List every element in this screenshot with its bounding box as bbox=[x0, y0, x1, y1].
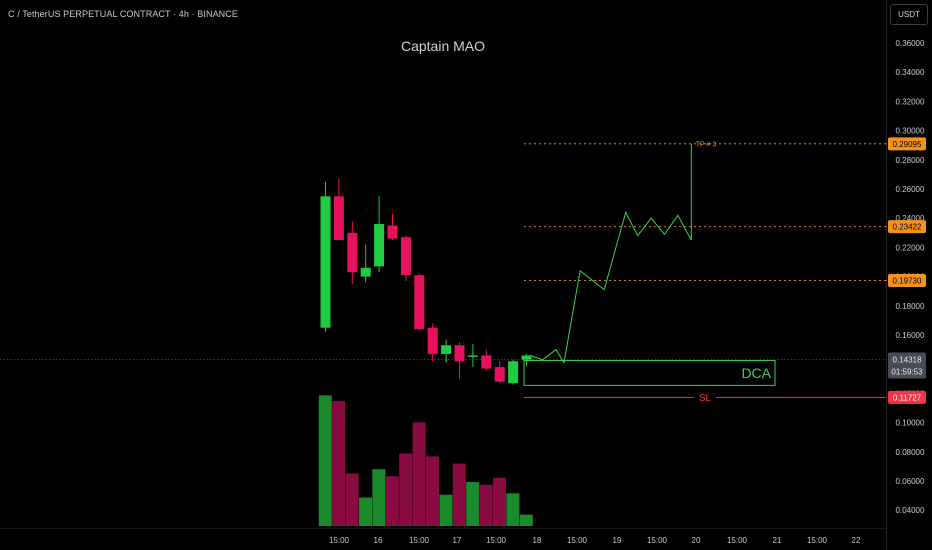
chart-watermark: Captain MAO bbox=[400, 38, 486, 54]
price-tag-value: 0.23422 bbox=[893, 223, 922, 232]
volume-bar bbox=[439, 494, 453, 526]
price-tag bbox=[888, 390, 926, 404]
dca-zone-box bbox=[523, 360, 776, 386]
candle-body bbox=[454, 345, 465, 362]
time-tick-label: 20 bbox=[692, 536, 701, 545]
time-axis-labels: 15:00 16 15:00 17 15:00 18 15:00 19 15:00 20 15:00… bbox=[329, 536, 861, 545]
price-tick-label: 0.36000 bbox=[896, 39, 925, 48]
currency-button[interactable]: USDT bbox=[890, 4, 928, 25]
candle-body bbox=[347, 232, 358, 273]
chart-plot-area[interactable]: TP # 3 SL DCA bbox=[0, 0, 886, 528]
projection-path bbox=[530, 143, 692, 365]
volume-bar bbox=[466, 481, 480, 526]
candle-body bbox=[481, 355, 492, 369]
volume-bar bbox=[506, 493, 520, 526]
price-tag bbox=[888, 274, 926, 288]
price-tick-label: 0.30000 bbox=[896, 127, 925, 136]
price-tick-label: 0.22000 bbox=[896, 243, 925, 252]
price-tag bbox=[888, 220, 926, 234]
dca-zone-label: DCA bbox=[741, 365, 771, 381]
symbol-title: C / TetherUS PERPETUAL CONTRACT · 4h · B… bbox=[8, 9, 238, 19]
price-tick-label: 0.26000 bbox=[896, 185, 925, 194]
volume-bar bbox=[399, 453, 413, 526]
tp3-label: TP # 3 bbox=[696, 141, 717, 148]
time-tick-label: 15:00 bbox=[329, 536, 350, 545]
price-tick-label: 0.08000 bbox=[896, 448, 925, 457]
time-tick-label: 18 bbox=[533, 536, 542, 545]
price-tick-label: 0.06000 bbox=[896, 477, 925, 486]
candle-body bbox=[320, 196, 331, 328]
countdown-value: 01:59:53 bbox=[891, 368, 923, 377]
volume-bar bbox=[493, 477, 506, 526]
price-tick-label: 0.04000 bbox=[896, 506, 925, 515]
time-tick-label: 16 bbox=[374, 536, 383, 545]
price-tick-label: 0.18000 bbox=[896, 302, 925, 311]
candle-body bbox=[374, 224, 385, 267]
price-tag bbox=[888, 137, 926, 151]
price-tick-label: 0.16000 bbox=[896, 331, 925, 340]
time-tick-label: 15:00 bbox=[647, 536, 668, 545]
candle-body bbox=[441, 345, 452, 354]
time-tick-label: 19 bbox=[613, 536, 622, 545]
candle-body bbox=[467, 355, 478, 357]
volume-bar bbox=[519, 514, 533, 526]
current-price-value: 0.14318 bbox=[893, 356, 922, 365]
volume-bar bbox=[345, 473, 359, 526]
price-tag-value: 0.11727 bbox=[893, 393, 922, 402]
time-tick-label: 15:00 bbox=[567, 536, 588, 545]
current-price-tag bbox=[888, 352, 926, 379]
time-tick-label: 15:00 bbox=[807, 536, 828, 545]
candle-body bbox=[414, 275, 425, 330]
candle-body bbox=[387, 225, 398, 239]
volume-bar bbox=[452, 463, 466, 526]
price-tick-label: 0.28000 bbox=[896, 156, 925, 165]
candle-body bbox=[494, 367, 505, 382]
time-axis[interactable]: 15:00 16 15:00 17 15:00 18 15:00 19 15:00 20 15:00… bbox=[0, 528, 886, 550]
volume-bar bbox=[412, 422, 426, 526]
price-tick-label: 0.34000 bbox=[896, 68, 925, 77]
candle-body bbox=[508, 361, 519, 384]
price-tick-label: 0.10000 bbox=[896, 419, 925, 428]
price-axis-labels: 0.36000 0.34000 0.32000 0.30000 0.28000 0.260… bbox=[888, 39, 926, 515]
time-tick-label: 22 bbox=[852, 536, 861, 545]
price-tag-value: 0.19730 bbox=[893, 277, 922, 286]
candle-body bbox=[427, 327, 438, 354]
volume-bar bbox=[332, 401, 346, 526]
volume-bar bbox=[426, 456, 439, 526]
candle-body bbox=[360, 267, 371, 277]
time-tick-label: 21 bbox=[773, 536, 782, 545]
candle-body bbox=[521, 355, 532, 360]
time-tick-label: 15:00 bbox=[409, 536, 430, 545]
candle-body bbox=[333, 196, 344, 241]
volume-bar bbox=[385, 476, 399, 526]
price-tick-label: 0.24000 bbox=[896, 214, 925, 223]
candle-body bbox=[400, 237, 411, 276]
volume-bar bbox=[479, 484, 493, 526]
time-tick-label: 15:00 bbox=[727, 536, 748, 545]
volume-bar bbox=[359, 497, 372, 526]
volume-bar bbox=[318, 395, 332, 526]
price-axis[interactable]: 0.36000 0.34000 0.32000 0.30000 0.28000 0.260… bbox=[886, 0, 932, 550]
time-tick-label: 15:00 bbox=[486, 536, 507, 545]
price-tag-value: 0.29095 bbox=[893, 140, 922, 149]
stop-loss-label-bg bbox=[694, 391, 716, 404]
volume-bar bbox=[372, 469, 386, 526]
stop-loss-label: SL bbox=[699, 393, 712, 404]
time-tick-label: 17 bbox=[453, 536, 462, 545]
price-tick-label: 0.32000 bbox=[896, 97, 925, 106]
